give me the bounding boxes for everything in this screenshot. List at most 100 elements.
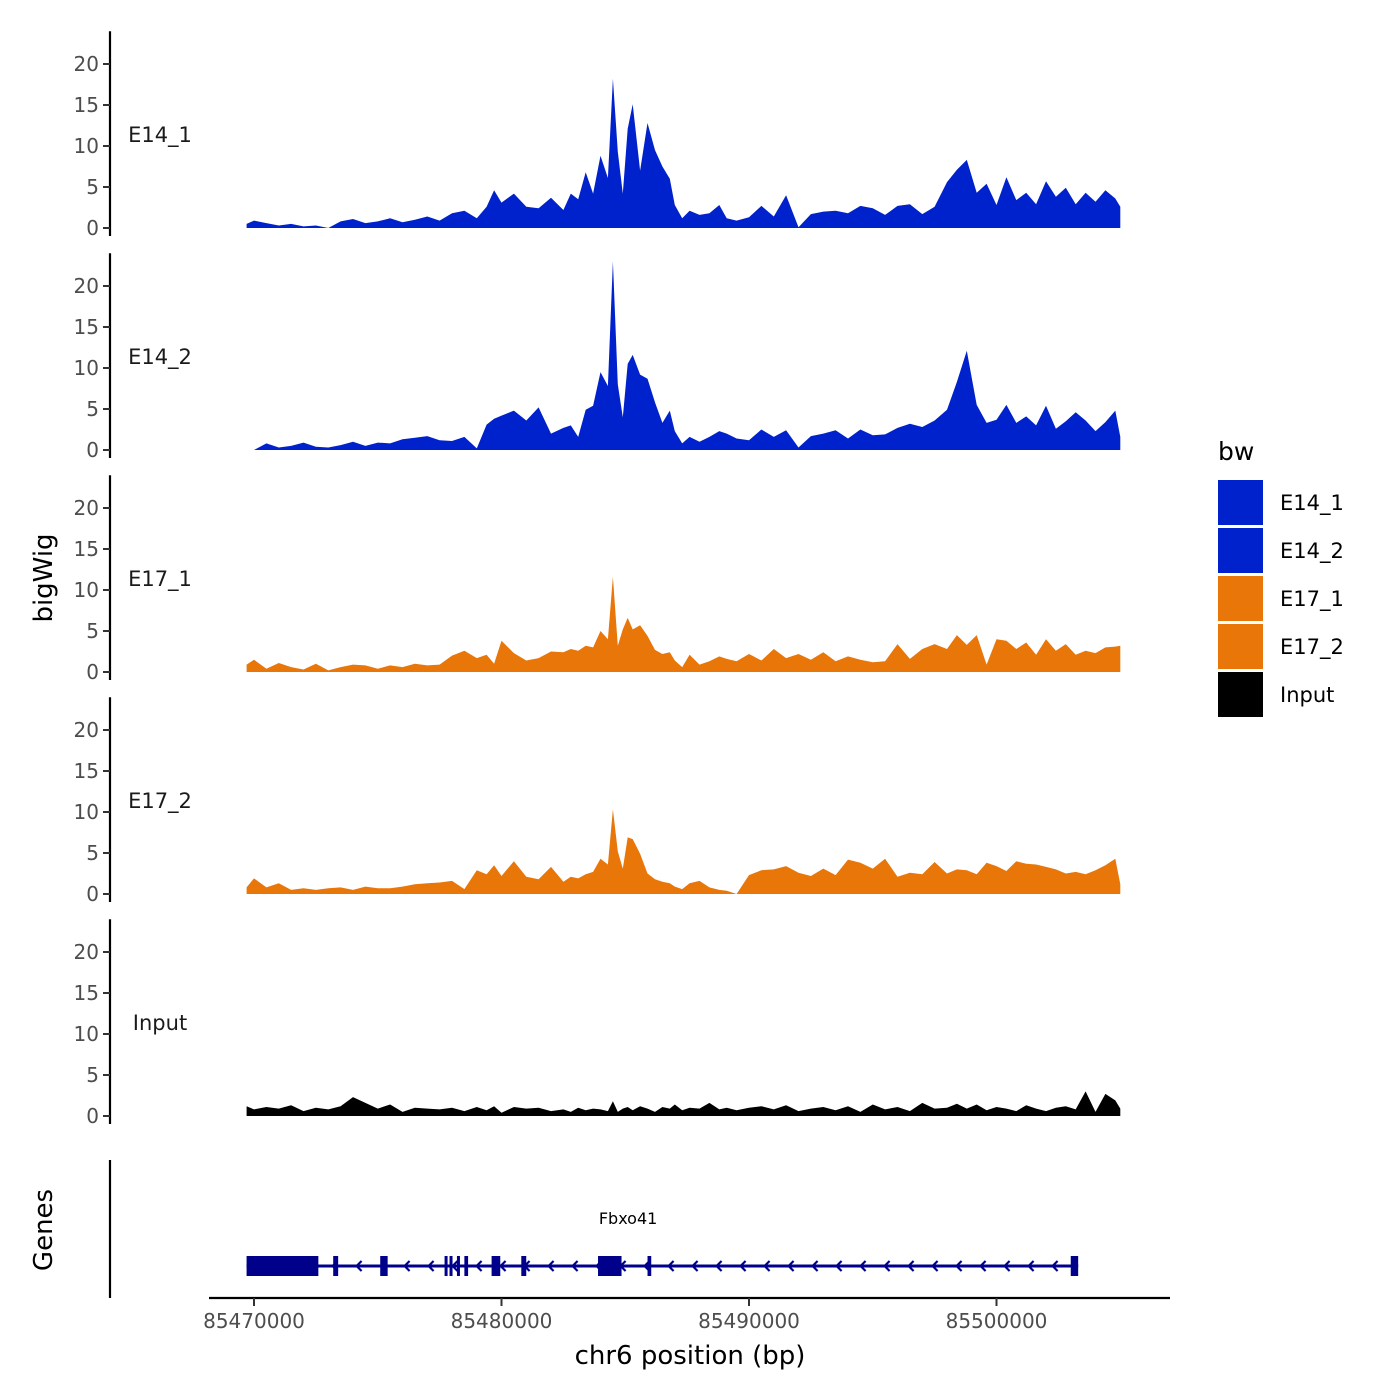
panel-label-E17_1: E17_1 — [128, 567, 192, 592]
y-tick-label-E17_2-20: 20 — [74, 718, 99, 742]
y-tick-label-E14_1-0: 0 — [86, 216, 99, 240]
y-tick-label-E17_2-15: 15 — [74, 759, 99, 783]
legend: bw E14_1 E14_2 E17_1 E17_2 Input — [1218, 437, 1344, 717]
strand-arrow — [955, 1260, 963, 1272]
strand-arrow — [427, 1260, 435, 1272]
area-E14_1 — [246, 78, 1121, 228]
y-tick-label-E14_1-20: 20 — [74, 52, 99, 76]
strand-arrow — [571, 1260, 579, 1272]
area-E17_2 — [246, 809, 1121, 894]
track-panels: 05101520E14_105101520E14_205101520E17_10… — [74, 31, 1121, 1128]
legend-label-E14_2: E14_2 — [1280, 539, 1344, 564]
exon-5 — [449, 1256, 453, 1276]
x-axis: 85470000 85480000 85490000 85500000 — [203, 1296, 1170, 1333]
y-tick-label-E17_1-20: 20 — [74, 496, 99, 520]
legend-title: bw — [1218, 437, 1254, 466]
panel-label-Input: Input — [133, 1011, 187, 1035]
exon-11 — [647, 1256, 652, 1276]
y-tick-label-E14_2-10: 10 — [74, 356, 99, 380]
panel-label-E14_1: E14_1 — [128, 123, 192, 148]
strand-arrow — [667, 1260, 675, 1272]
y-tick-label-Input-5: 5 — [86, 1063, 99, 1087]
strand-arrow — [403, 1260, 411, 1272]
legend-label-Input: Input — [1280, 683, 1334, 707]
x-tick-label-85480000: 85480000 — [451, 1309, 553, 1333]
strand-arrow — [883, 1260, 891, 1272]
y-tick-label-E14_1-10: 10 — [74, 134, 99, 158]
y-tick-label-E14_2-0: 0 — [86, 438, 99, 462]
legend-swatch-E17_1 — [1218, 576, 1263, 621]
x-tick-label-85470000: 85470000 — [203, 1309, 305, 1333]
exon-7 — [464, 1256, 469, 1276]
y-axis-title: bigWig — [29, 533, 59, 622]
panel-label-E14_2: E14_2 — [128, 345, 192, 370]
strand-arrow — [547, 1260, 555, 1272]
exon-9 — [521, 1256, 527, 1276]
strand-arrow — [859, 1260, 867, 1272]
gene-track: Fbxo41 — [108, 1160, 1079, 1298]
genes-axis-title: Genes — [29, 1189, 59, 1271]
exon-8 — [491, 1256, 501, 1276]
panel-E14_1: 0 5 10 15 20 E14_1 — [74, 31, 1121, 240]
x-tick-label-85490000: 85490000 — [698, 1309, 800, 1333]
strand-arrow — [355, 1260, 363, 1272]
area-E17_1 — [246, 576, 1121, 672]
strand-arrow — [499, 1260, 507, 1272]
strand-arrow — [451, 1260, 459, 1272]
exon-3 — [380, 1256, 388, 1276]
legend-label-E14_1: E14_1 — [1280, 491, 1344, 516]
y-tick-label-E17_2-10: 10 — [74, 800, 99, 824]
panel-E17_2: 0 5 10 15 20 E17_2 — [74, 697, 1121, 906]
exon-4 — [444, 1256, 448, 1276]
area-Input — [246, 1091, 1121, 1116]
strand-arrow — [763, 1260, 771, 1272]
strand-arrow — [1051, 1260, 1059, 1272]
y-tick-label-E14_2-15: 15 — [74, 315, 99, 339]
legend-swatch-E14_1 — [1218, 480, 1263, 525]
legend-swatch-Input — [1218, 672, 1263, 717]
strand-arrow — [691, 1260, 699, 1272]
y-tick-label-E14_2-5: 5 — [86, 397, 99, 421]
y-tick-label-Input-15: 15 — [74, 981, 99, 1005]
gene-Fbxo41: Fbxo41 — [246, 1209, 1079, 1276]
gene-label: Fbxo41 — [599, 1209, 657, 1228]
y-tick-label-Input-20: 20 — [74, 940, 99, 964]
panel-label-E17_2: E17_2 — [128, 789, 192, 814]
strand-arrow — [835, 1260, 843, 1272]
strand-arrow — [979, 1260, 987, 1272]
x-axis-title: chr6 position (bp) — [575, 1341, 806, 1371]
y-tick-label-E17_1-0: 0 — [86, 660, 99, 684]
y-tick-label-E14_1-15: 15 — [74, 93, 99, 117]
legend-swatch-E17_2 — [1218, 624, 1263, 669]
exon-6 — [456, 1256, 460, 1276]
y-tick-label-E17_1-5: 5 — [86, 619, 99, 643]
y-tick-label-E17_1-10: 10 — [74, 578, 99, 602]
panel-Input: 0 5 10 15 20 Input — [74, 919, 1121, 1128]
exon-2 — [333, 1256, 339, 1276]
y-tick-label-E14_2-20: 20 — [74, 274, 99, 298]
strand-arrow — [739, 1260, 747, 1272]
y-tick-label-E17_2-5: 5 — [86, 841, 99, 865]
y-tick-label-Input-0: 0 — [86, 1104, 99, 1128]
strand-arrow — [787, 1260, 795, 1272]
legend-label-E17_2: E17_2 — [1280, 635, 1344, 660]
strand-arrow — [811, 1260, 819, 1272]
area-E14_2 — [246, 261, 1121, 450]
strand-arrow — [931, 1260, 939, 1272]
y-tick-label-E14_1-5: 5 — [86, 175, 99, 199]
y-tick-label-E17_2-0: 0 — [86, 882, 99, 906]
y-tick-label-Input-10: 10 — [74, 1022, 99, 1046]
strand-arrow — [1003, 1260, 1011, 1272]
exon-12 — [1070, 1256, 1079, 1276]
exon-1 — [246, 1256, 319, 1276]
panel-E17_1: 0 5 10 15 20 E17_1 — [74, 475, 1121, 684]
exon-10 — [598, 1256, 622, 1276]
strand-arrow — [1027, 1260, 1035, 1272]
legend-swatch-E14_2 — [1218, 528, 1263, 573]
strand-arrow — [475, 1260, 483, 1272]
x-tick-label-85500000: 85500000 — [946, 1309, 1048, 1333]
y-tick-label-E17_1-15: 15 — [74, 537, 99, 561]
panel-E14_2: 0 5 10 15 20 E14_2 — [74, 253, 1121, 462]
strand-arrow — [907, 1260, 915, 1272]
